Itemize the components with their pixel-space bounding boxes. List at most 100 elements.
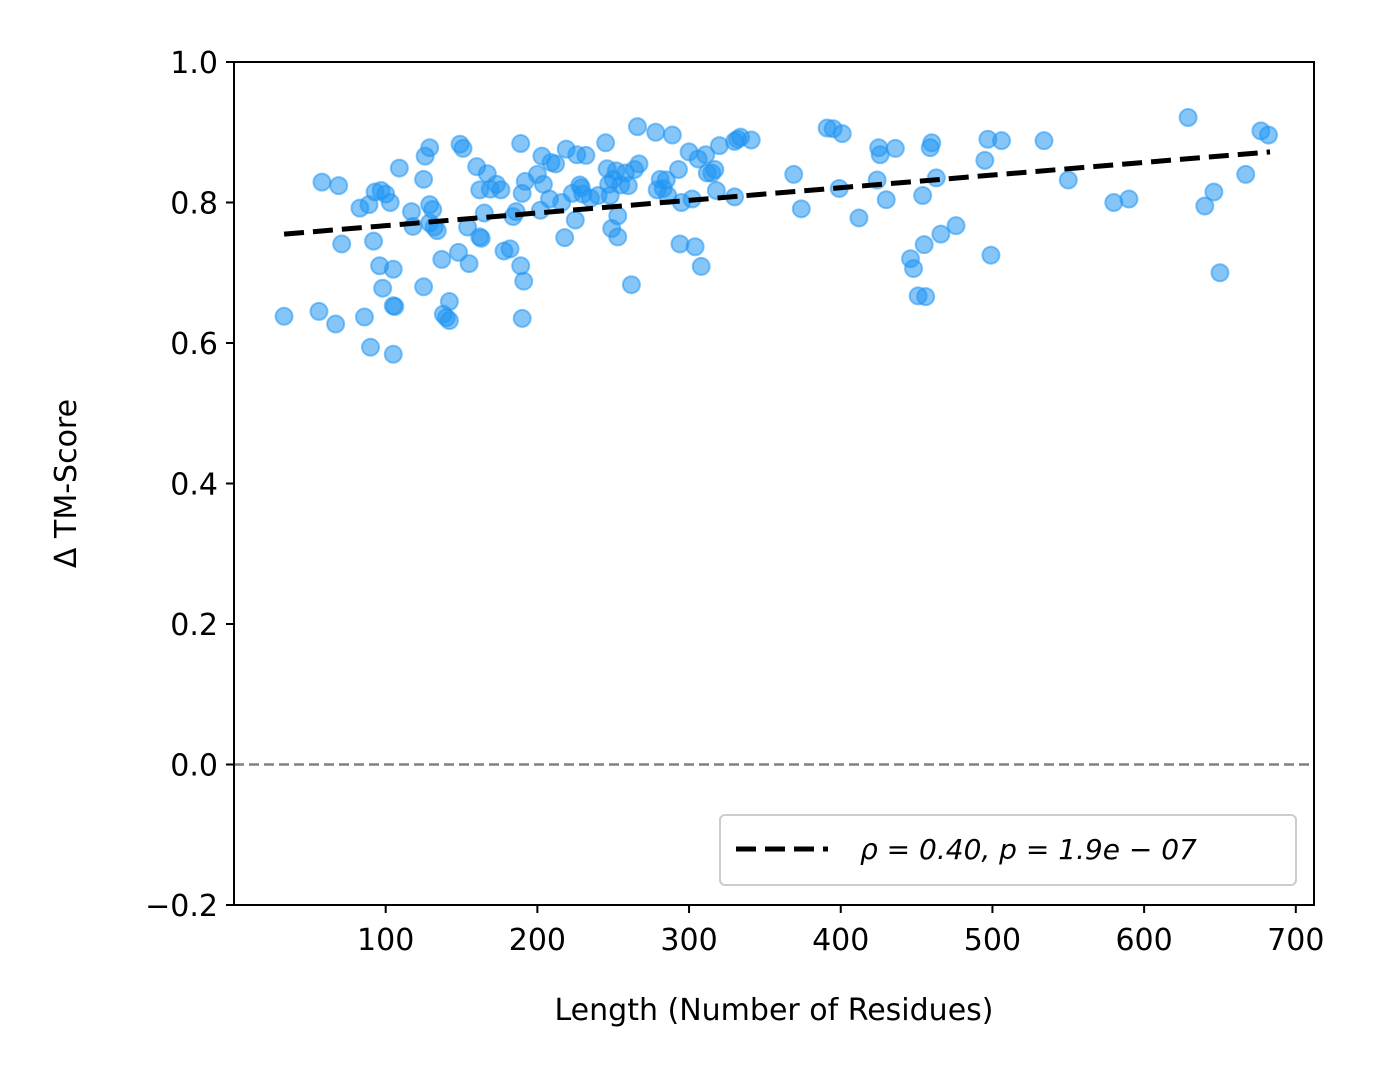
data-point (885, 138, 905, 158)
data-point (312, 172, 332, 192)
data-point (705, 159, 725, 179)
y-tick-label: 1.0 (170, 46, 218, 81)
data-point (423, 200, 443, 220)
data-point (621, 275, 641, 295)
trend-line (283, 149, 1271, 237)
data-point (576, 145, 596, 165)
data-point (500, 239, 520, 259)
data-point (309, 301, 329, 321)
data-point (326, 314, 346, 334)
data-point (420, 138, 440, 158)
data-point (1236, 164, 1256, 184)
data-point (670, 234, 690, 254)
x-ticks: 100 200 300 400 500 600 700 (357, 905, 1324, 958)
data-point (1104, 193, 1124, 212)
data-point (1034, 131, 1054, 151)
data-point (453, 138, 473, 158)
x-tick-label: 500 (964, 923, 1021, 958)
y-ticks: −0.2 0.0 0.2 0.4 0.6 0.8 1.0 (145, 46, 234, 924)
data-point (491, 180, 511, 200)
data-point (329, 176, 349, 196)
data-point (832, 124, 852, 144)
data-point (608, 206, 628, 226)
data-point (546, 154, 566, 174)
data-point (274, 306, 294, 326)
plot-frame (233, 61, 1315, 906)
data-point (1178, 107, 1198, 127)
y-tick-label: 0.2 (170, 608, 218, 643)
data-point (389, 158, 409, 178)
data-point (361, 337, 381, 357)
data-point (662, 125, 682, 145)
y-tick-label: 0.6 (170, 327, 218, 362)
y-tick-label: 0.8 (170, 187, 218, 222)
x-tick-label: 700 (1267, 923, 1324, 958)
data-point (975, 150, 995, 170)
data-point (506, 202, 526, 222)
data-point (784, 164, 804, 184)
data-point (791, 199, 811, 219)
data-point (913, 185, 933, 205)
data-point (383, 344, 403, 364)
data-point (627, 117, 647, 137)
data-point (364, 231, 384, 251)
data-point (439, 311, 459, 331)
data-point (512, 308, 532, 328)
data-point (741, 130, 761, 150)
x-tick-label: 100 (357, 923, 414, 958)
data-point (685, 237, 705, 257)
data-point (646, 122, 666, 142)
data-point (432, 249, 452, 269)
trend-line-layer (283, 149, 1271, 237)
data-point (373, 278, 393, 298)
data-point (931, 224, 951, 244)
data-point (981, 245, 1001, 265)
x-axis-label: Length (Number of Residues) (555, 993, 994, 1028)
data-point (696, 145, 716, 165)
data-point (439, 292, 459, 312)
data-point (1258, 125, 1278, 145)
data-point (914, 235, 934, 255)
data-point (354, 307, 374, 327)
legend-label: ρ = 0.40, p = 1.9e − 07 (860, 833, 1197, 866)
data-point (459, 254, 479, 274)
data-point (414, 169, 434, 189)
data-point (904, 259, 924, 279)
data-point (511, 133, 531, 153)
y-axis-label: Δ TM-Score (49, 399, 84, 568)
data-point (514, 271, 534, 291)
data-point (1058, 170, 1078, 190)
data-point (876, 190, 896, 210)
data-point (383, 259, 403, 279)
y-tick-label: 0.4 (170, 468, 218, 503)
data-point (380, 193, 400, 212)
data-point (565, 210, 585, 230)
data-point (427, 221, 447, 241)
data-point (608, 227, 628, 247)
data-point (332, 234, 352, 254)
data-point (414, 277, 434, 297)
data-point (555, 228, 575, 248)
data-point (1195, 196, 1215, 216)
data-point (916, 287, 936, 307)
data-point (618, 176, 638, 196)
y-tick-label: −0.2 (145, 889, 218, 924)
data-point (706, 181, 726, 201)
x-tick-label: 200 (509, 923, 566, 958)
data-point (596, 133, 616, 153)
legend-box (719, 814, 1297, 886)
points-layer (274, 107, 1278, 364)
data-point (1210, 263, 1230, 283)
data-point (1119, 189, 1139, 209)
data-point (992, 131, 1012, 151)
data-point (629, 154, 649, 174)
data-point (849, 208, 869, 228)
x-tick-label: 300 (660, 923, 717, 958)
data-point (471, 228, 491, 248)
data-point (668, 159, 688, 179)
y-tick-label: 0.0 (170, 749, 218, 784)
x-tick-label: 600 (1115, 923, 1172, 958)
data-point (946, 216, 966, 236)
legend: ρ = 0.40, p = 1.9e − 07 (719, 814, 1297, 886)
